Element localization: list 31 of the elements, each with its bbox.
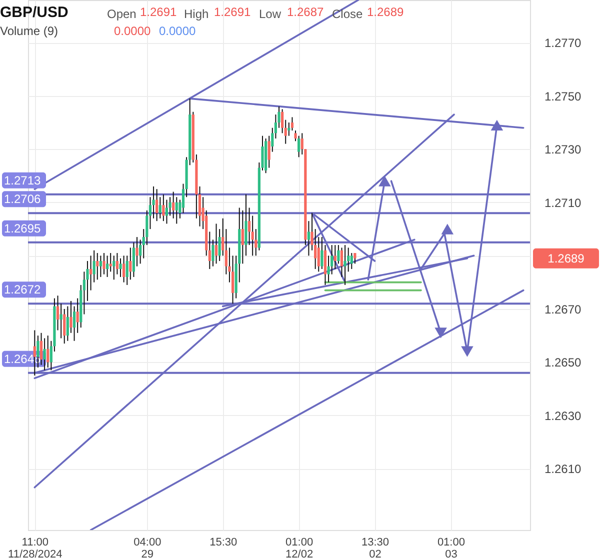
x-tick-label: 01:00 03 bbox=[437, 536, 465, 558]
y-tick-label: 1.2670 bbox=[544, 302, 582, 316]
annotation: Open bbox=[107, 7, 136, 21]
y-tick-label: 1.2770 bbox=[544, 36, 582, 50]
ref-line-label: 1.2713 bbox=[4, 173, 42, 188]
annotation: Close bbox=[332, 7, 364, 21]
y-tick-label: 1.2610 bbox=[544, 462, 582, 476]
annotation: Low bbox=[259, 7, 282, 21]
annotation: 1.2691 bbox=[140, 5, 178, 19]
x-tick-label: 11:00 11/28/2024 bbox=[8, 536, 62, 558]
annotation: Volume (9) bbox=[0, 24, 58, 38]
annotation: 1.2689 bbox=[367, 5, 404, 19]
ref-line-label: 1.2672 bbox=[4, 282, 42, 297]
annotation: 1.2691 bbox=[214, 5, 252, 19]
text: 1.2689 bbox=[548, 251, 585, 266]
x-tick-label: 04:00 29 bbox=[134, 536, 162, 558]
y-tick-label: 1.2750 bbox=[544, 89, 582, 104]
chart-title: GBP/USD bbox=[0, 4, 69, 21]
y-tick-label: 1.2710 bbox=[544, 196, 582, 210]
annotation: High bbox=[184, 7, 209, 21]
y-tick-label: 1.2630 bbox=[544, 408, 582, 423]
ref-line-label: 1.2706 bbox=[4, 192, 42, 206]
annotation: 0.0000 bbox=[159, 24, 196, 38]
x-tick-label: 15:30 bbox=[210, 536, 238, 548]
x-tick-label: 13:30 02 bbox=[361, 536, 390, 558]
y-tick-label: 1.2650 bbox=[544, 356, 582, 370]
y-tick-label: 1.2730 bbox=[544, 142, 582, 157]
annotation: 0.0000 bbox=[114, 24, 152, 38]
ref-line-label: 1.2695 bbox=[4, 221, 42, 236]
x-tick-label: 01:00 12/02 bbox=[286, 536, 314, 558]
annotation: 1.2687 bbox=[287, 5, 324, 19]
